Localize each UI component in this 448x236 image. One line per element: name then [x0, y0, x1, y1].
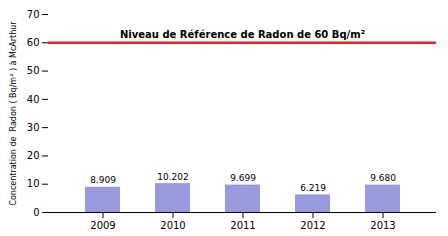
svg-text:20: 20 — [27, 150, 40, 161]
svg-text:8.909: 8.909 — [90, 175, 116, 185]
svg-text:9.680: 9.680 — [370, 173, 396, 183]
svg-text:0: 0 — [33, 207, 39, 218]
svg-text:2009: 2009 — [90, 220, 115, 231]
svg-text:Concentration de Radon ( Bq/m: Concentration de Radon ( Bq/m² ) à McArt… — [9, 21, 18, 206]
svg-text:2010: 2010 — [160, 220, 185, 231]
svg-text:30: 30 — [27, 122, 40, 133]
svg-text:6.219: 6.219 — [300, 183, 326, 193]
svg-text:40: 40 — [27, 94, 40, 105]
svg-text:10: 10 — [27, 178, 40, 189]
svg-text:9.699: 9.699 — [230, 173, 256, 183]
svg-text:2013: 2013 — [370, 220, 395, 231]
svg-text:Niveau de Référence de Radon d: Niveau de Référence de Radon de 60 Bq/m² — [120, 29, 365, 40]
svg-text:2012: 2012 — [300, 220, 325, 231]
svg-text:60: 60 — [27, 37, 40, 48]
svg-text:50: 50 — [27, 65, 40, 76]
svg-text:70: 70 — [27, 9, 40, 20]
svg-text:10.202: 10.202 — [157, 172, 189, 182]
svg-text:2011: 2011 — [230, 220, 255, 231]
